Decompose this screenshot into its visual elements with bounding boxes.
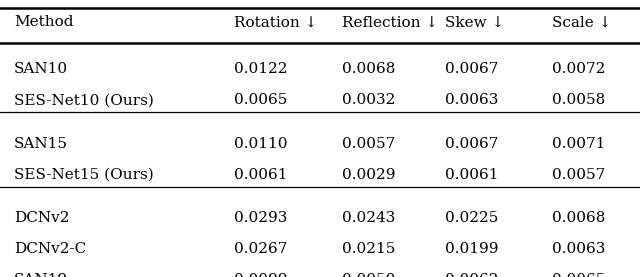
Text: 0.0243: 0.0243 [342, 211, 396, 225]
Text: SES-Net10 (Ours): SES-Net10 (Ours) [14, 93, 154, 107]
Text: DCNv2-C: DCNv2-C [14, 242, 86, 257]
Text: Reflection ↓: Reflection ↓ [342, 15, 438, 29]
Text: 0.0215: 0.0215 [342, 242, 396, 257]
Text: 0.0058: 0.0058 [552, 93, 605, 107]
Text: 0.0057: 0.0057 [552, 168, 605, 182]
Text: 0.0267: 0.0267 [234, 242, 287, 257]
Text: 0.0099: 0.0099 [234, 273, 287, 277]
Text: Rotation ↓: Rotation ↓ [234, 15, 317, 29]
Text: 0.0068: 0.0068 [342, 62, 396, 76]
Text: Method: Method [14, 15, 74, 29]
Text: 0.0072: 0.0072 [552, 62, 605, 76]
Text: 0.0067: 0.0067 [445, 137, 498, 151]
Text: 0.0061: 0.0061 [234, 168, 287, 182]
Text: SAN10: SAN10 [14, 62, 68, 76]
Text: 0.0293: 0.0293 [234, 211, 287, 225]
Text: 0.0122: 0.0122 [234, 62, 287, 76]
Text: 0.0065: 0.0065 [234, 93, 287, 107]
Text: 0.0068: 0.0068 [552, 211, 605, 225]
Text: Scale ↓: Scale ↓ [552, 15, 611, 29]
Text: 0.0050: 0.0050 [342, 273, 396, 277]
Text: 0.0032: 0.0032 [342, 93, 396, 107]
Text: 0.0063: 0.0063 [445, 93, 498, 107]
Text: 0.0057: 0.0057 [342, 137, 396, 151]
Text: SAN15: SAN15 [14, 137, 68, 151]
Text: 0.0199: 0.0199 [445, 242, 499, 257]
Text: 0.0029: 0.0029 [342, 168, 396, 182]
Text: 0.0067: 0.0067 [445, 62, 498, 76]
Text: DCNv2: DCNv2 [14, 211, 70, 225]
Text: 0.0062: 0.0062 [445, 273, 499, 277]
Text: 0.0065: 0.0065 [552, 273, 605, 277]
Text: 0.0110: 0.0110 [234, 137, 287, 151]
Text: 0.0063: 0.0063 [552, 242, 605, 257]
Text: SES-Net15 (Ours): SES-Net15 (Ours) [14, 168, 154, 182]
Text: Skew ↓: Skew ↓ [445, 15, 504, 29]
Text: 0.0061: 0.0061 [445, 168, 499, 182]
Text: SAN19: SAN19 [14, 273, 68, 277]
Text: 0.0225: 0.0225 [445, 211, 498, 225]
Text: 0.0071: 0.0071 [552, 137, 605, 151]
